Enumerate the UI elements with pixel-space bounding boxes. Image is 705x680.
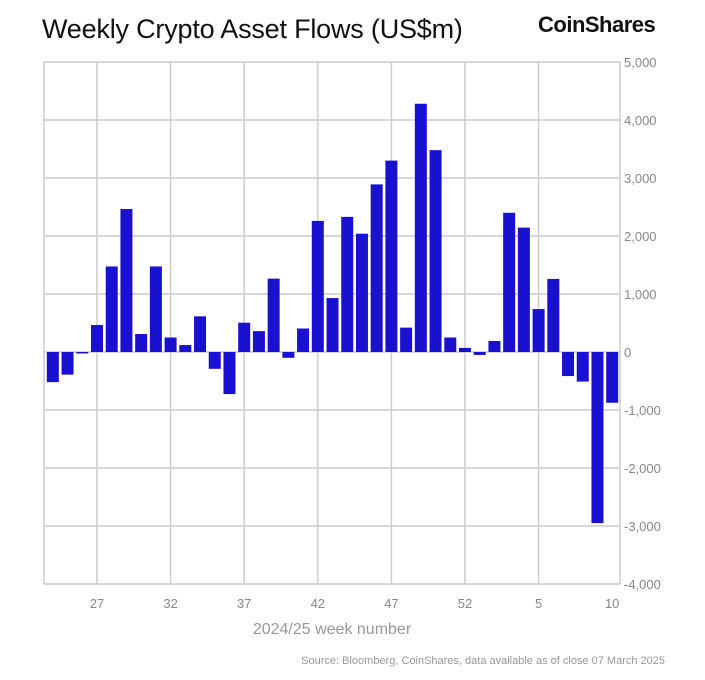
x-tick-label: 32 <box>163 596 177 611</box>
bar-week-51 <box>444 337 457 352</box>
bar-week-5 <box>532 309 545 352</box>
bar-week-40 <box>282 352 295 358</box>
bar-week-2 <box>488 340 501 352</box>
y-tick-label: 0 <box>624 345 631 360</box>
bar-week-42 <box>311 220 324 352</box>
bar-week-29 <box>120 209 133 352</box>
y-tick-label: 5,000 <box>624 55 657 70</box>
x-tick-label: 37 <box>237 596 251 611</box>
y-tick-label: 2,000 <box>624 229 657 244</box>
bar-week-44 <box>341 216 354 352</box>
bar-week-8 <box>576 352 589 382</box>
bar-week-30 <box>135 334 148 352</box>
x-tick-label: 10 <box>605 596 619 611</box>
bar-week-43 <box>326 298 339 352</box>
bar-week-28 <box>105 266 118 352</box>
source-note: Source: Bloomberg, CoinShares, data avai… <box>301 655 665 667</box>
coinshares-logo: CoinShares <box>538 12 656 37</box>
y-tick-label: 1,000 <box>624 287 657 302</box>
bar-week-45 <box>355 233 368 352</box>
bar-week-36 <box>223 352 236 395</box>
x-tick-label: 47 <box>384 596 398 611</box>
bar-week-1 <box>473 352 486 355</box>
bar-week-35 <box>208 352 221 369</box>
chart-title: Weekly Crypto Asset Flows (US$m) <box>42 14 463 44</box>
x-axis-label: 2024/25 week number <box>253 621 412 638</box>
bar-week-32 <box>164 337 177 352</box>
y-tick-label: 4,000 <box>624 113 657 128</box>
bar-week-52 <box>459 347 471 352</box>
bar-week-34 <box>194 316 207 352</box>
x-tick-label: 5 <box>535 596 542 611</box>
bar-week-9 <box>591 352 604 524</box>
y-tick-label: -4,000 <box>624 577 661 592</box>
x-tick-label: 27 <box>90 596 104 611</box>
bar-week-31 <box>149 266 162 352</box>
bar-week-48 <box>400 327 413 352</box>
bar-week-3 <box>503 212 516 352</box>
bar-week-50 <box>429 150 442 352</box>
y-tick-label: -2,000 <box>624 461 661 476</box>
bar-week-49 <box>414 103 427 352</box>
bar-week-24 <box>46 352 59 383</box>
bar-week-37 <box>238 322 251 352</box>
bar-week-46 <box>370 184 383 352</box>
bar-week-7 <box>562 352 575 377</box>
x-tick-label: 52 <box>458 596 472 611</box>
y-tick-label: -3,000 <box>624 519 661 534</box>
bar-week-6 <box>547 278 560 352</box>
bar-week-39 <box>267 278 280 352</box>
bar-week-27 <box>91 325 103 352</box>
bar-week-38 <box>252 331 265 352</box>
bar-week-10 <box>606 352 619 403</box>
bar-week-25 <box>61 352 74 375</box>
y-tick-label: 3,000 <box>624 171 657 186</box>
bar-week-26 <box>76 352 89 354</box>
bar-week-41 <box>297 328 310 352</box>
bar-week-4 <box>517 227 530 352</box>
y-tick-label: -1,000 <box>624 403 661 418</box>
bar-week-33 <box>179 345 192 352</box>
x-tick-label: 42 <box>311 596 325 611</box>
bar-week-47 <box>385 160 398 352</box>
